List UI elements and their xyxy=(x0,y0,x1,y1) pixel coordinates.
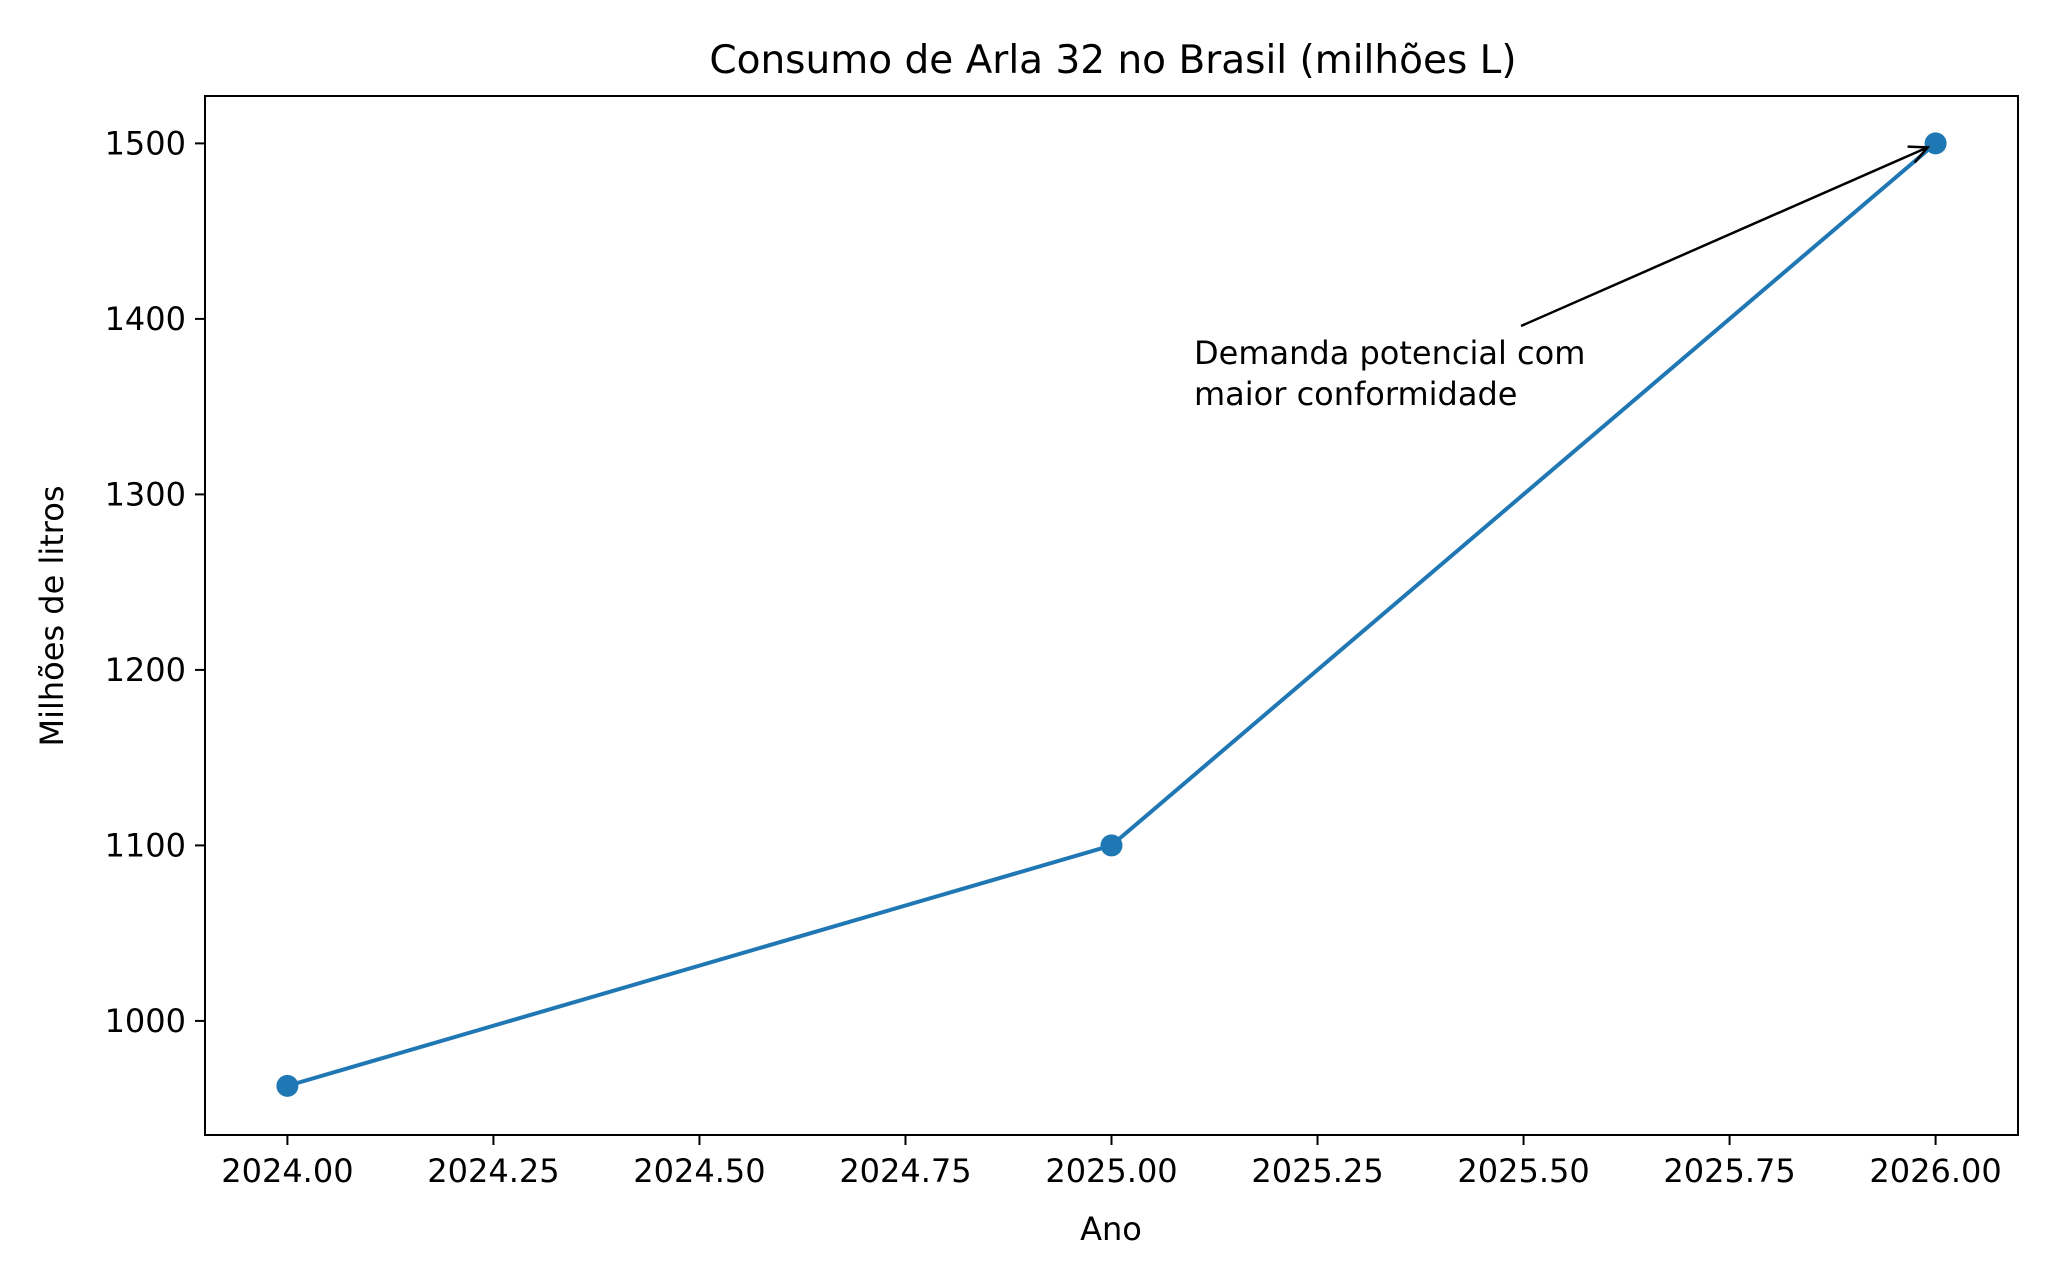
chart-title: Consumo de Arla 32 no Brasil (milhões L) xyxy=(709,38,1516,83)
x-tick-label: 2025.00 xyxy=(1045,1152,1177,1190)
data-point xyxy=(1100,834,1123,857)
x-axis-ticks: 2024.00 2024.25 2024.50 2024.75 2025.00 2025.… xyxy=(221,1135,2002,1190)
x-axis-label: Ano xyxy=(1080,1210,1142,1248)
data-point xyxy=(276,1074,299,1097)
x-tick-label: 2024.50 xyxy=(633,1152,765,1190)
x-tick-label: 2024.25 xyxy=(427,1152,559,1190)
x-tick-label: 2024.75 xyxy=(839,1152,971,1190)
data-point xyxy=(1924,132,1947,155)
plot-frame xyxy=(204,95,2019,1136)
x-tick-label: 2025.25 xyxy=(1251,1152,1383,1190)
annotation-arrow-line xyxy=(1520,146,1929,328)
series-line xyxy=(286,141,1937,1088)
y-tick-label: 1200 xyxy=(105,651,186,689)
x-tick-label: 2026.00 xyxy=(1869,1152,2001,1190)
y-tick-label: 1100 xyxy=(105,826,186,864)
x-tick-label: 2025.50 xyxy=(1457,1152,1589,1190)
annotation-arrow-head xyxy=(1907,145,1931,164)
y-axis-ticks: 1000 1100 1200 1300 1400 1500 xyxy=(105,124,205,1040)
annotation-text-line: maior conformidade xyxy=(1194,375,1517,413)
y-tick-label: 1500 xyxy=(105,124,186,162)
y-tick-label: 1300 xyxy=(105,475,186,513)
y-axis-label: Milhões de litros xyxy=(33,486,71,747)
y-tick-label: 1400 xyxy=(105,300,186,338)
x-tick-label: 2025.75 xyxy=(1663,1152,1795,1190)
annotation-text-line: Demanda potencial com xyxy=(1194,334,1585,372)
y-tick-label: 1000 xyxy=(105,1002,186,1040)
x-tick-label: 2024.00 xyxy=(221,1152,353,1190)
series-layer xyxy=(276,132,1947,1097)
plot-area xyxy=(204,95,2019,1136)
